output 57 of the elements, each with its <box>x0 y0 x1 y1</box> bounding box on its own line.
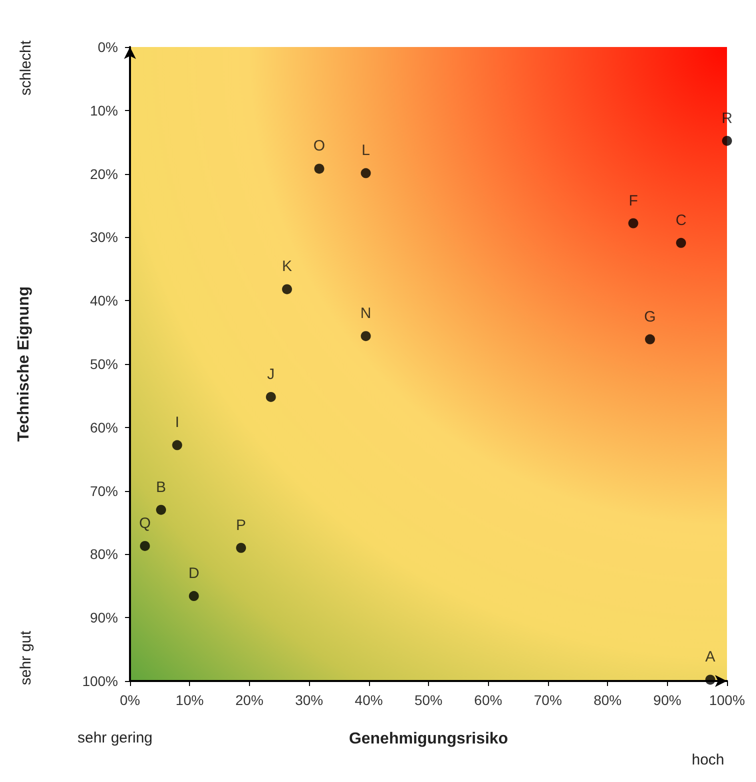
y-tick-label: 80% <box>90 546 118 562</box>
point <box>266 392 276 402</box>
y-tick-label: 90% <box>90 610 118 626</box>
point <box>676 238 686 248</box>
x-tick-label: 0% <box>120 692 140 708</box>
y-tick-label: 100% <box>82 673 118 689</box>
text: schlecht <box>18 40 34 96</box>
x-tick-label: 90% <box>653 692 682 708</box>
series-label: C <box>676 212 687 229</box>
text: hoch <box>692 752 724 768</box>
x-tick-label: 20% <box>235 692 264 708</box>
point <box>156 504 166 515</box>
point <box>705 674 716 685</box>
point <box>282 284 292 294</box>
series-label: B <box>156 478 166 496</box>
series-label: D <box>188 565 200 582</box>
x-tick-label: 40% <box>354 692 383 708</box>
y-axis-title: Technische Eignung <box>16 286 32 442</box>
point <box>314 164 324 174</box>
y-tick-label: 60% <box>90 419 118 436</box>
series-label: I <box>175 414 180 432</box>
series-label: K <box>282 258 292 276</box>
series-label: L <box>362 142 370 160</box>
y-tick-label: 40% <box>90 292 118 309</box>
x-tick-label: 80% <box>594 692 622 708</box>
point <box>140 540 150 551</box>
point <box>360 168 371 178</box>
series-label: J <box>267 366 275 383</box>
series-label: F <box>628 192 638 210</box>
point <box>628 218 638 228</box>
point <box>722 136 732 146</box>
y-tick-label: 30% <box>90 229 118 246</box>
series-label: G <box>644 308 656 326</box>
series-label: P <box>236 516 246 534</box>
x-tick-label: 100% <box>709 692 745 708</box>
series-label: A <box>705 648 716 666</box>
x-tick-label: 50% <box>414 692 443 708</box>
series-label: N <box>360 305 372 322</box>
point <box>360 331 371 342</box>
x-tick-label: 60% <box>474 692 502 708</box>
x-tick-label: 30% <box>295 692 324 708</box>
series-label: O <box>313 138 326 155</box>
y-tick-label: 20% <box>90 166 118 182</box>
x-tick-label: 70% <box>534 692 562 708</box>
y-tick-label: 0% <box>98 39 118 55</box>
series-label: Q <box>139 514 151 532</box>
x-axis-title: Genehmigungsrisiko <box>348 730 508 748</box>
text: sehr gering <box>77 730 153 746</box>
text: sehr gut <box>18 630 34 686</box>
point <box>172 440 182 450</box>
point <box>236 542 246 553</box>
x-tick-label: 10% <box>176 692 204 708</box>
point <box>644 334 655 344</box>
point <box>188 591 199 602</box>
y-tick-label: 10% <box>90 102 118 118</box>
y-tick-label: 50% <box>90 356 118 372</box>
y-tick-label: 70% <box>90 482 118 499</box>
